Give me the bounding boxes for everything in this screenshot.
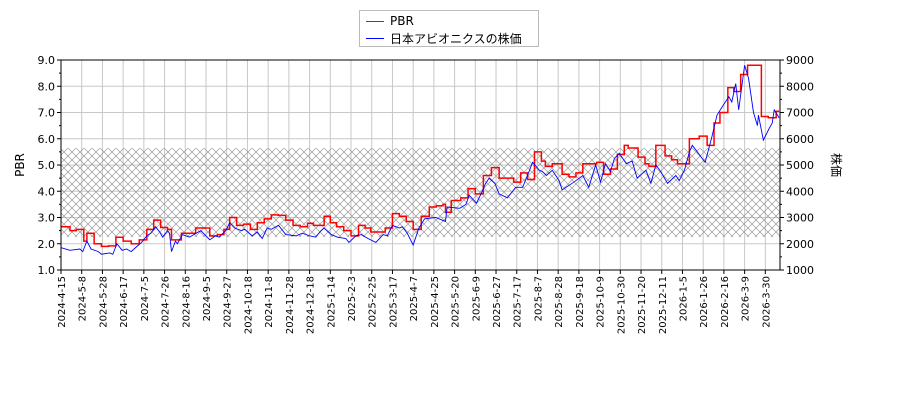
x-tick-label: 2026-3-9: [741, 276, 752, 321]
y-tick-label-left: 6.0: [38, 133, 56, 146]
x-tick-label: 2025-2-25: [368, 276, 379, 328]
y-tick-label-left: 1.0: [38, 264, 56, 277]
x-tick-label: 2025-4-25: [430, 276, 441, 328]
y-tick-label-right: 9000: [786, 54, 814, 67]
x-tick-label: 2024-11-8: [264, 276, 275, 328]
x-tick-label: 2025-6-9: [471, 276, 482, 321]
y-tick-label-left: 2.0: [38, 238, 56, 251]
x-tick-label: 2026-1-5: [678, 276, 689, 321]
x-tick-label: 2025-6-27: [492, 276, 503, 328]
x-tick-label: 2025-10-9: [596, 276, 607, 328]
x-tick-label: 2026-2-16: [720, 276, 731, 328]
x-tick-label: 2025-7-17: [513, 276, 524, 328]
x-tick-label: 2025-4-7: [409, 276, 420, 321]
x-tick-label: 2024-7-5: [140, 276, 151, 321]
stock-price-line: [61, 65, 780, 255]
x-tick-label: 2025-11-20: [637, 276, 648, 334]
y-tick-label-right: 2000: [786, 238, 814, 251]
x-tick-label: 2025-8-7: [533, 276, 544, 321]
legend-label-pbr: PBR: [390, 14, 414, 28]
y-tick-label-left: 8.0: [38, 80, 56, 93]
y-tick-label-right: 6000: [786, 133, 814, 146]
y-tick-label-right: 4000: [786, 185, 814, 198]
x-tick-label: 2024-7-26: [161, 276, 172, 328]
x-tick-label: 2024-10-18: [243, 276, 254, 334]
y-axis-left-label: PBR: [13, 153, 27, 177]
x-tick-label: 2025-9-18: [575, 276, 586, 328]
y-tick-label-left: 5.0: [38, 159, 56, 172]
x-tick-label: 2025-5-20: [451, 276, 462, 328]
x-tick-label: 2024-9-27: [223, 276, 234, 328]
y-tick-label-left: 7.0: [38, 107, 56, 120]
y-tick-label-left: 9.0: [38, 54, 56, 67]
x-tick-label: 2024-4-15: [57, 276, 68, 328]
y-tick-label-right: 7000: [786, 107, 814, 120]
x-tick-label: 2024-5-28: [98, 276, 109, 328]
y-tick-label-right: 1000: [786, 264, 814, 277]
x-tick-label: 2025-2-3: [347, 276, 358, 321]
y-tick-label-right: 3000: [786, 212, 814, 225]
x-tick-label: 2024-5-8: [78, 276, 89, 321]
legend-item-pbr: PBR: [366, 13, 414, 29]
x-tick-label: 2024-6-17: [119, 276, 130, 328]
legend: PBR 日本アビオニクスの株価: [359, 10, 539, 47]
x-tick-label: 2025-3-17: [388, 276, 399, 328]
x-tick-label: 2025-1-14: [326, 276, 337, 328]
x-tick-label: 2024-12-18: [306, 276, 317, 334]
legend-swatch-stock-price: [366, 37, 384, 39]
legend-label-stock-price: 日本アビオニクスの株価: [390, 31, 522, 46]
x-tick-label: 2024-11-28: [285, 276, 296, 334]
x-tick-label: 2025-8-28: [554, 276, 565, 328]
x-tick-label: 2025-10-30: [616, 276, 627, 334]
y-tick-label-right: 5000: [786, 159, 814, 172]
x-tick-label: 2024-9-5: [202, 276, 213, 321]
y-tick-label-right: 8000: [786, 80, 814, 93]
x-tick-label: 2024-8-16: [181, 276, 192, 328]
pbr-line: [61, 64, 780, 248]
x-tick-label: 2025-12-11: [658, 276, 669, 334]
legend-swatch-pbr: [366, 20, 384, 22]
y-tick-label-left: 3.0: [38, 212, 56, 225]
y-tick-label-left: 4.0: [38, 185, 56, 198]
legend-item-stock-price: 日本アビオニクスの株価: [366, 30, 522, 46]
x-tick-label: 2026-3-30: [761, 276, 772, 328]
y-axis-right-label: 株価: [829, 153, 844, 177]
x-tick-label: 2026-1-26: [699, 276, 710, 328]
